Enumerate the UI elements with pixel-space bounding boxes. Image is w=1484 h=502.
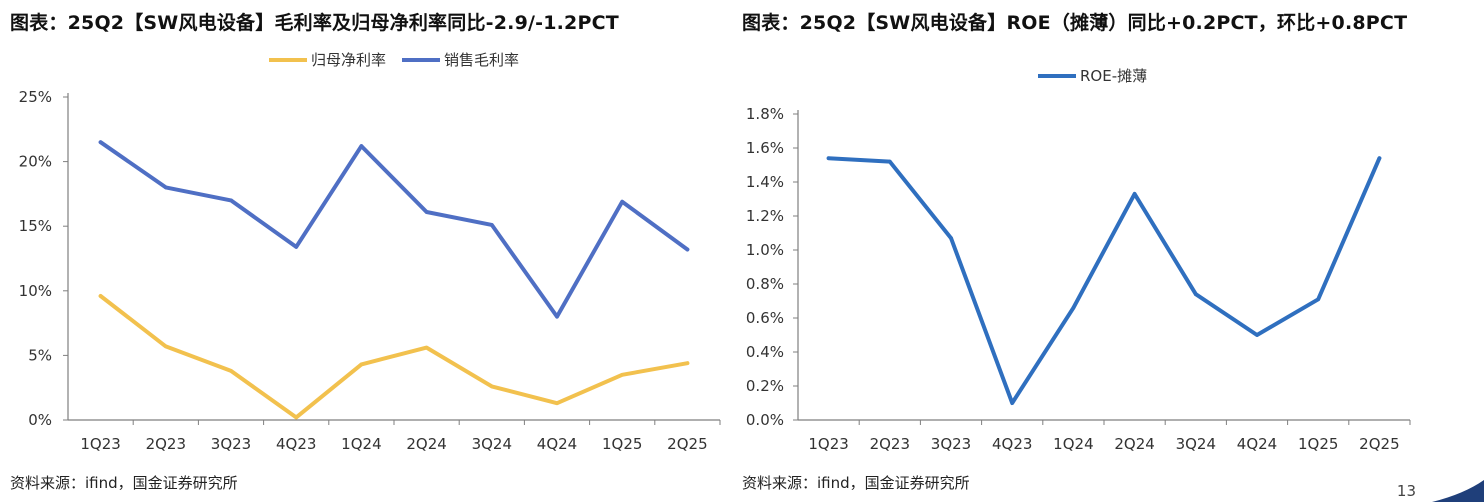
left-data-point: [294, 415, 299, 420]
left-x-tick-label: 1Q25: [602, 435, 642, 453]
right-data-point: [1132, 192, 1137, 196]
right-legend-label-1: ROE-摊薄: [1080, 67, 1147, 85]
left-data-point: [164, 185, 168, 190]
left-chart-title: 图表：25Q2【SW风电设备】毛利率及归母净利率同比-2.9/-1.2PCT: [10, 12, 619, 34]
left-x-tick-label: 4Q24: [537, 435, 577, 453]
right-data-point: [1194, 292, 1198, 297]
left-data-point: [620, 372, 624, 377]
right-x-tick-label: 4Q23: [992, 435, 1032, 453]
left-y-tick-label: 25%: [19, 88, 52, 106]
left-y-tick-label: 20%: [19, 153, 52, 171]
right-data-point: [949, 236, 953, 240]
right-y-tick-label: 1.2%: [746, 207, 784, 225]
right-data-point: [888, 159, 892, 164]
left-data-point: [229, 198, 233, 203]
right-data-point: [1316, 297, 1320, 302]
left-data-point: [98, 294, 103, 298]
left-legend-label-1: 归母净利率: [311, 51, 386, 69]
left-data-point: [164, 344, 168, 349]
page-number: 13: [1396, 482, 1416, 500]
left-data-point: [685, 361, 690, 365]
right-data-point: [1071, 306, 1076, 310]
left-x-tick-label: 3Q23: [211, 435, 251, 453]
left-y-tick-label: 15%: [19, 217, 52, 235]
left-data-point: [424, 210, 429, 214]
right-x-tick-label: 1Q23: [808, 435, 848, 453]
right-x-tick-label: 3Q23: [931, 435, 971, 453]
left-data-point: [294, 245, 299, 249]
left-data-point: [490, 384, 494, 389]
left-data-point: [555, 314, 559, 319]
right-x-tick-label: 1Q25: [1298, 435, 1338, 453]
left-y-tick-label: 10%: [19, 282, 52, 300]
right-source-note: 资料来源：ifind，国金证券研究所: [742, 474, 970, 492]
left-legend-label-2: 销售毛利率: [444, 51, 519, 69]
right-y-tick-label: 1.0%: [746, 241, 784, 259]
left-x-tick-label: 2Q25: [667, 435, 707, 453]
left-x-tick-label: 1Q24: [341, 435, 381, 453]
left-x-tick-label: 3Q24: [472, 435, 512, 453]
left-data-point: [359, 362, 364, 367]
left-x-tick-label: 2Q23: [146, 435, 186, 453]
right-y-tick-label: 1.8%: [746, 105, 784, 123]
left-data-point: [229, 369, 233, 373]
left-data-point: [685, 247, 690, 252]
right-y-tick-label: 0.4%: [746, 343, 784, 361]
left-data-point: [98, 140, 103, 145]
left-series-line-2: [98, 140, 690, 319]
left-chart: 0% 5% 10% 15% 20% 25% 1Q23 2Q23 3Q23 4Q23 1Q24 2Q24…: [19, 51, 721, 453]
left-x-tick-label: 2Q24: [406, 435, 446, 453]
right-y-tick-label: 0.0%: [746, 411, 784, 429]
right-x-tick-label: 2Q24: [1114, 435, 1154, 453]
left-x-tick-label: 4Q23: [276, 435, 316, 453]
right-data-point: [1377, 156, 1382, 160]
left-data-point: [424, 345, 429, 350]
right-chart-title: 图表：25Q2【SW风电设备】ROE（摊薄）同比+0.2PCT，环比+0.8PC…: [742, 12, 1408, 34]
right-data-point: [1255, 333, 1259, 337]
right-chart: 0.0% 0.2% 0.4% 0.6% 0.8% 1.0% 1.2% 1.4% 1.6% 1.8%…: [746, 67, 1411, 453]
right-y-tick-label: 0.2%: [746, 377, 784, 395]
left-source-note: 资料来源：ifind，国金证券研究所: [10, 474, 238, 492]
right-y-tick-label: 1.6%: [746, 139, 784, 157]
right-data-point: [826, 156, 831, 160]
left-data-point: [490, 223, 494, 227]
right-y-tick-label: 0.8%: [746, 275, 784, 293]
left-series-line-1: [98, 294, 690, 420]
right-x-tick-label: 2Q25: [1359, 435, 1399, 453]
corner-decoration: [1432, 480, 1484, 502]
right-data-point: [1010, 401, 1014, 405]
right-y-tick-label: 1.4%: [746, 173, 784, 191]
right-x-tick-label: 2Q23: [870, 435, 910, 453]
left-data-point: [555, 401, 559, 406]
right-x-tick-label: 3Q24: [1176, 435, 1216, 453]
right-y-tick-label: 0.6%: [746, 309, 784, 327]
right-x-tick-label: 4Q24: [1237, 435, 1277, 453]
left-y-tick-label: 0%: [28, 411, 52, 429]
left-data-point: [359, 144, 364, 148]
right-series-line-1: [826, 156, 1382, 405]
left-y-tick-label: 5%: [28, 346, 52, 364]
right-x-tick-label: 1Q24: [1053, 435, 1093, 453]
left-data-point: [620, 199, 624, 204]
left-x-tick-label: 1Q23: [80, 435, 120, 453]
